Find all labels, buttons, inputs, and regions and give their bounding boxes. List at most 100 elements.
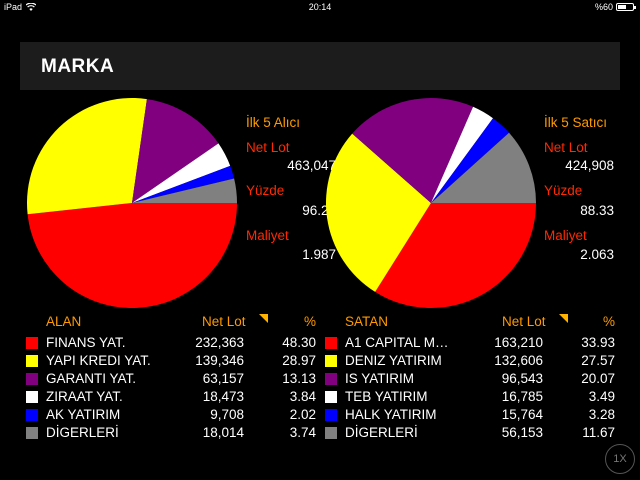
percent-value: 3.28: [588, 407, 615, 422]
legend-swatch: [325, 355, 337, 367]
pie-slice: [326, 133, 431, 292]
wifi-icon: [26, 3, 37, 11]
sellers-pie-chart: [325, 97, 537, 309]
legend-swatch: [325, 373, 337, 385]
buyers-table-header: ALAN Net Lot %: [26, 314, 316, 334]
table-row[interactable]: ZIRAAT YAT. 18,473 3.84: [26, 388, 316, 406]
status-right: %60: [594, 2, 636, 12]
table-row[interactable]: DENIZ YATIRIM 132,606 27.57: [325, 352, 615, 370]
net-lot-value: 18,473: [202, 389, 244, 404]
sellers-net-lot-value: 424,908: [565, 158, 614, 173]
percent-value: 28.97: [282, 353, 316, 368]
sellers-percent-label: Yüzde: [544, 183, 583, 198]
sort-indicator-icon[interactable]: [559, 314, 568, 323]
net-lot-value: 9,708: [210, 407, 244, 422]
sellers-cost-label: Maliyet: [544, 228, 587, 243]
device-name: iPad: [4, 2, 23, 12]
table-row[interactable]: YAPI KREDI YAT. 139,346 28.97: [26, 352, 316, 370]
pie-slice: [132, 178, 237, 203]
sellers-table: SATAN Net Lot % A1 CAPITAL M… 163,210 33.9…: [325, 314, 615, 442]
percent-value: 3.74: [289, 425, 316, 440]
table-row[interactable]: DİGERLERİ 18,014 3.74: [26, 424, 316, 442]
sort-indicator-icon[interactable]: [259, 314, 268, 323]
table-row[interactable]: GARANTI YAT. 63,157 13.13: [26, 370, 316, 388]
pie-slice: [431, 132, 536, 203]
status-left: iPad: [4, 2, 37, 12]
buyers-stats-heading: İlk 5 Alıcı: [246, 115, 301, 130]
net-lot-value: 56,153: [501, 425, 543, 440]
sellers-percent-value: 88.33: [580, 203, 614, 218]
percent-value: 20.07: [581, 371, 615, 386]
broker-name: DİGERLERİ: [345, 425, 418, 440]
legend-swatch: [26, 373, 38, 385]
battery-icon: [616, 3, 636, 11]
buyers-percent-label: Yüzde: [246, 183, 285, 198]
status-time: 20:14: [308, 2, 332, 12]
legend-swatch: [26, 391, 38, 403]
buyers-table: ALAN Net Lot % FINANS YAT. 232,363 48.30 YA…: [26, 314, 316, 442]
sellers-net-lot-label: Net Lot: [544, 140, 588, 155]
pie-slice: [375, 203, 536, 308]
net-lot-value: 232,363: [195, 335, 244, 350]
table-row[interactable]: DİGERLERİ 56,153 11.67: [325, 424, 615, 442]
broker-name: DENIZ YATIRIM: [345, 353, 442, 368]
sellers-table-rows: A1 CAPITAL M… 163,210 33.93 DENIZ YATIRIM 13…: [325, 334, 615, 442]
legend-swatch: [325, 391, 337, 403]
sellers-col-name[interactable]: SATAN: [345, 314, 389, 329]
broker-name: AK YATIRIM: [46, 407, 121, 422]
table-row[interactable]: AK YATIRIM 9,708 2.02: [26, 406, 316, 424]
broker-name: TEB YATIRIM: [345, 389, 428, 404]
pie-slice: [431, 118, 510, 203]
broker-name: IS YATIRIM: [345, 371, 415, 386]
table-row[interactable]: FINANS YAT. 232,363 48.30: [26, 334, 316, 352]
playback-speed-button[interactable]: 1X: [605, 444, 635, 474]
pie-slice: [352, 98, 474, 203]
percent-value: 2.02: [289, 407, 316, 422]
buyers-net-lot-label: Net Lot: [246, 140, 290, 155]
buyers-col-pct[interactable]: %: [303, 314, 316, 329]
pie-slice: [431, 106, 493, 203]
percent-value: 3.84: [289, 389, 316, 404]
sellers-cost-value: 2.063: [580, 247, 614, 262]
table-row[interactable]: TEB YATIRIM 16,785 3.49: [325, 388, 615, 406]
status-bar: iPad 20:14 %60: [0, 0, 640, 14]
sellers-col-pct[interactable]: %: [602, 314, 615, 329]
legend-swatch: [26, 409, 38, 421]
net-lot-value: 18,014: [202, 425, 244, 440]
title-bar: MARKA: [20, 42, 620, 90]
buyers-table-rows: FINANS YAT. 232,363 48.30 YAPI KREDI YAT. 13…: [26, 334, 316, 442]
sellers-col-lot[interactable]: Net Lot: [502, 314, 546, 329]
buyers-col-name[interactable]: ALAN: [46, 314, 82, 329]
legend-swatch: [325, 409, 337, 421]
buyers-pie-chart: [26, 97, 238, 309]
broker-name: FINANS YAT.: [46, 335, 126, 350]
battery-percent: %60: [594, 2, 613, 12]
net-lot-value: 15,764: [501, 407, 543, 422]
table-row[interactable]: HALK YATIRIM 15,764 3.28: [325, 406, 615, 424]
broker-name: GARANTI YAT.: [46, 371, 137, 386]
page-title: MARKA: [41, 56, 115, 77]
sellers-stats: İlk 5 Satıcı Net Lot 424,908 Yüzde 88.33…: [524, 115, 614, 265]
legend-swatch: [325, 427, 337, 439]
percent-value: 33.93: [581, 335, 615, 350]
buyers-net-lot-value: 463,047: [287, 158, 336, 173]
net-lot-value: 163,210: [494, 335, 543, 350]
table-row[interactable]: A1 CAPITAL M… 163,210 33.93: [325, 334, 615, 352]
percent-value: 13.13: [282, 371, 316, 386]
percent-value: 3.49: [588, 389, 615, 404]
net-lot-value: 139,346: [195, 353, 244, 368]
broker-name: DİGERLERİ: [46, 425, 119, 440]
net-lot-value: 63,157: [202, 371, 244, 386]
pie-slice: [27, 203, 237, 309]
pie-slice: [132, 99, 219, 203]
net-lot-value: 132,606: [494, 353, 543, 368]
buyers-col-lot[interactable]: Net Lot: [202, 314, 246, 329]
table-row[interactable]: IS YATIRIM 96,543 20.07: [325, 370, 615, 388]
percent-value: 48.30: [282, 335, 316, 350]
net-lot-value: 96,543: [501, 371, 543, 386]
net-lot-value: 16,785: [501, 389, 543, 404]
pie-slice: [132, 143, 231, 203]
legend-swatch: [26, 355, 38, 367]
buyers-stats: İlk 5 Alıcı Net Lot 463,047 Yüzde 96.26 …: [246, 115, 336, 265]
legend-swatch: [26, 427, 38, 439]
